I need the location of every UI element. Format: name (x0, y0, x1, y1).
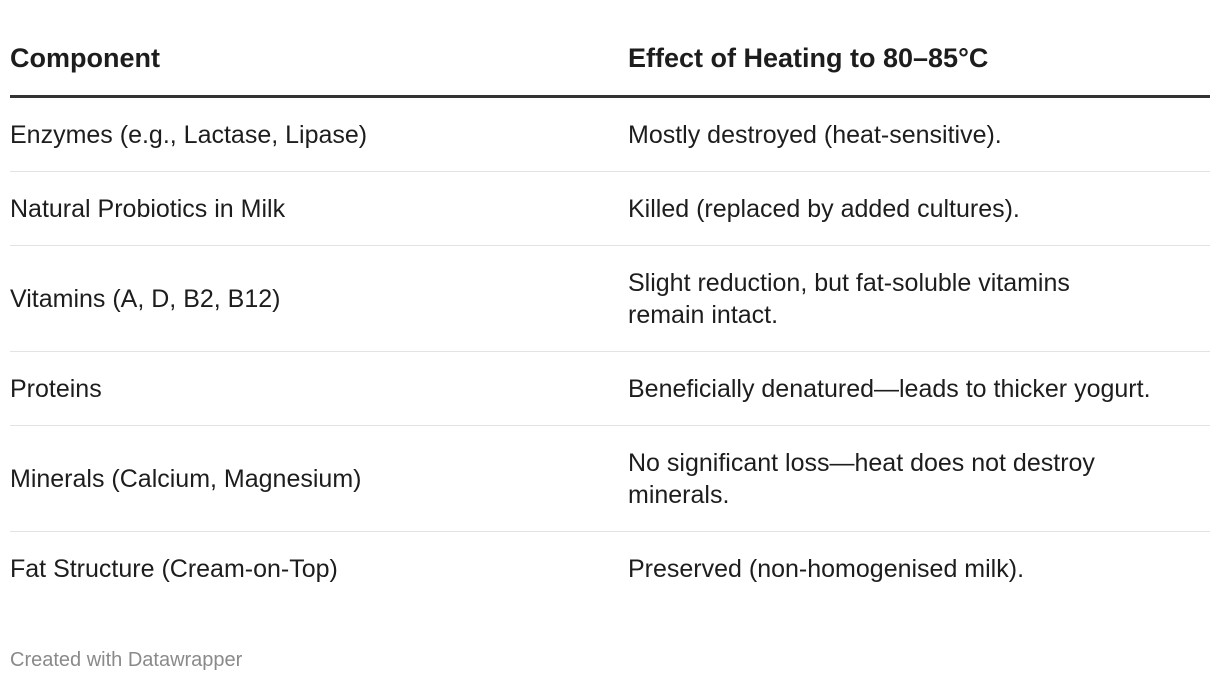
effect-cell: Slight reduction, but fat-soluble vitami… (628, 268, 1070, 329)
component-cell: Fat Structure (Cream-on-Top) (10, 555, 338, 583)
effect-cell: Preserved (non-homogenised milk). (628, 555, 1025, 583)
component-cell: Natural Probiotics in Milk (10, 194, 286, 223)
effect-cell: Mostly destroyed (heat-sensitive). (628, 120, 1002, 149)
table-row: Proteins Beneficially denatured—leads to… (10, 352, 1210, 426)
table-row: Enzymes (e.g., Lactase, Lipase) Mostly d… (10, 98, 1210, 172)
table-header-row: Component Effect of Heating to 80–85°C (10, 26, 1210, 98)
component-cell: Enzymes (e.g., Lactase, Lipase) (10, 120, 368, 149)
datawrapper-credit: Created with Datawrapper (10, 649, 243, 671)
column-header-component: Component (10, 43, 160, 73)
effect-cell: No significant loss—heat does not destro… (628, 448, 1095, 509)
effect-cell: Beneficially denatured—leads to thicker … (628, 374, 1151, 403)
table-row: Fat Structure (Cream-on-Top) Preserved (… (10, 532, 1210, 606)
table-row: Minerals (Calcium, Magnesium) No signifi… (10, 426, 1210, 532)
data-table: Component Effect of Heating to 80–85°C E… (10, 26, 1210, 606)
column-header-effect: Effect of Heating to 80–85°C (628, 43, 989, 73)
component-cell: Vitamins (A, D, B2, B12) (10, 284, 281, 313)
component-cell: Minerals (Calcium, Magnesium) (10, 464, 362, 493)
effect-cell: Killed (replaced by added cultures). (628, 194, 1020, 223)
component-cell: Proteins (10, 374, 102, 403)
table-row: Natural Probiotics in Milk Killed (repla… (10, 172, 1210, 246)
table-row: Vitamins (A, D, B2, B12) Slight reductio… (10, 246, 1210, 352)
